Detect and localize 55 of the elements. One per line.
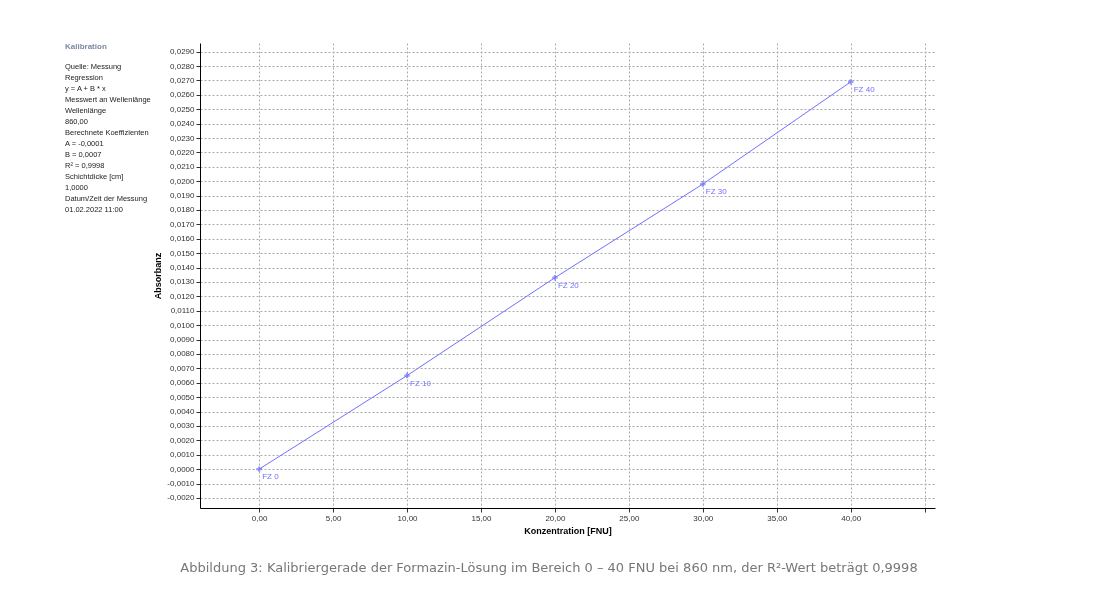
y-tick-label: 0,0030 (170, 421, 196, 431)
x-tick-label: 20,00 (545, 513, 566, 523)
annotation: FZ 30 (705, 187, 728, 197)
y-axis-title: Absorbanz (153, 252, 164, 300)
y-tick-label: 0,0280 (170, 61, 196, 71)
y-tick-label: 0,0000 (170, 464, 196, 474)
x-axis-title: Konzentration [FNU] (524, 525, 612, 536)
y-tick-label: 0,0010 (170, 450, 196, 460)
x-tick-label: 30,00 (693, 513, 714, 523)
y-tick-label: 0,0060 (170, 378, 196, 388)
x-tick-label: 10,00 (397, 513, 419, 523)
y-tick-label: 0,0290 (170, 47, 196, 57)
y-tick-label: 0,0150 (170, 248, 196, 258)
point (700, 181, 706, 187)
y-tick-label: 0,0250 (170, 104, 196, 114)
annotation: FZ 10 (410, 378, 432, 388)
point (552, 274, 558, 281)
annotation: FZ 0 (262, 472, 280, 482)
point (404, 372, 410, 379)
y-tick-label: 0,0080 (170, 349, 196, 359)
y-tick-label: 0,0260 (170, 90, 196, 100)
y-tick-label: 0,0020 (170, 435, 196, 445)
y-tick-label: 0,0190 (170, 191, 196, 201)
x-tick-label: 35,00 (767, 513, 788, 523)
y-tick-label: 0,0090 (170, 335, 196, 345)
y-tick-label: -0,0010 (167, 479, 196, 489)
x-tick-label: 40,00 (841, 513, 862, 523)
y-tick-label: 0,0230 (170, 133, 196, 143)
y-tick-label: 0,0100 (170, 320, 196, 330)
y-tick-label: 0,0130 (170, 277, 196, 287)
y-tick-label: -0,0020 (167, 493, 196, 503)
x-tick-label: 0,00 (251, 513, 268, 523)
y-tick-label: 0,0170 (170, 219, 196, 229)
x-tick-label: 25,00 (619, 513, 640, 523)
y-tick-label: 0,0270 (170, 75, 196, 85)
text: Kalibration (65, 42, 107, 51)
y-tick-label: 0,0110 (170, 306, 196, 316)
y-tick-label: 0,0200 (170, 176, 196, 186)
point (847, 79, 854, 85)
y-tick-label: 0,0040 (170, 407, 196, 417)
y-tick-label: 0,0140 (170, 263, 196, 273)
y-tick-label: 0,0180 (170, 205, 196, 215)
y-tick-label: 0,0240 (170, 119, 196, 129)
y-tick-label: 0,0210 (170, 162, 196, 172)
y-tick-label: 0,0050 (170, 392, 196, 402)
point (256, 466, 262, 472)
y-tick-label: 0,0120 (170, 291, 196, 301)
y-tick-label: 0,0160 (170, 234, 196, 244)
y-tick-label: 0,0070 (170, 363, 196, 373)
x-tick-label: 15,00 (471, 513, 493, 523)
y-tick-label: 0,0220 (170, 147, 196, 157)
annotation: FZ 40 (853, 84, 876, 94)
x-tick-label: 5,00 (325, 513, 342, 523)
annotation: FZ 20 (557, 280, 580, 290)
text: Abbildung 3: Kalibriergerade der Formazin-Lösung im Bereich 0 – 40 FNU bei 860 nm, der R²-Wert beträgt 0,9998 (180, 560, 918, 575)
